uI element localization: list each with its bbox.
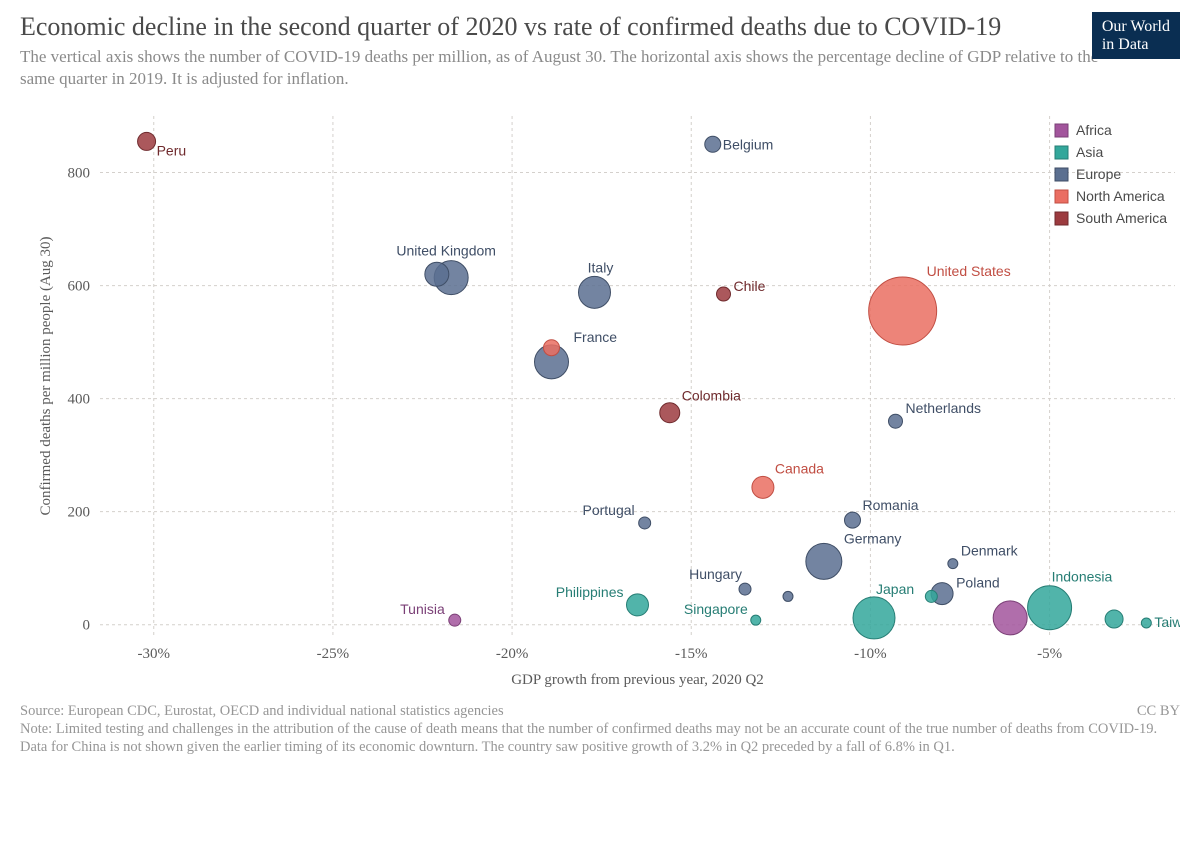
x-tick-label: -10% — [854, 646, 887, 662]
legend-swatch — [1055, 190, 1068, 203]
data-point[interactable] — [717, 287, 731, 301]
data-point[interactable] — [869, 277, 937, 345]
legend-label: Asia — [1076, 144, 1103, 160]
x-tick-label: -15% — [675, 646, 708, 662]
y-axis-label: Confirmed deaths per million people (Aug… — [38, 237, 54, 516]
scatter-chart: -30% -25% -20% -15% -10% -5% 0 200 400 600 800 GDP … — [20, 106, 1180, 696]
data-point[interactable] — [660, 403, 680, 423]
chart-title: Economic decline in the second quarter o… — [20, 12, 1020, 42]
y-tick-label: 0 — [83, 618, 91, 634]
y-tick-label: 200 — [68, 505, 91, 521]
legend-label: North America — [1076, 188, 1165, 204]
point-label: United Kingdom — [396, 243, 496, 259]
point-label: Japan — [876, 581, 914, 597]
legend-swatch — [1055, 124, 1068, 137]
point-label: Indonesia — [1052, 569, 1113, 585]
chart-footer: Source: European CDC, Eurostat, OECD and… — [0, 696, 1200, 766]
data-point[interactable] — [138, 133, 156, 151]
data-point[interactable] — [425, 262, 449, 286]
data-point[interactable] — [993, 601, 1027, 635]
license-text: CC BY — [1137, 702, 1180, 720]
source-text: Source: European CDC, Eurostat, OECD and… — [20, 702, 1180, 720]
data-point[interactable] — [1141, 618, 1151, 628]
data-point[interactable] — [1028, 586, 1072, 630]
data-point[interactable] — [783, 592, 793, 602]
chart-subtitle: The vertical axis shows the number of CO… — [20, 46, 1100, 90]
y-tick-label: 600 — [68, 279, 91, 295]
point-label: Romania — [863, 497, 919, 513]
point-label: Philippines — [556, 584, 624, 600]
data-point[interactable] — [845, 512, 861, 528]
data-point[interactable] — [639, 517, 651, 529]
x-tick-label: -30% — [138, 646, 171, 662]
data-point[interactable] — [948, 559, 958, 569]
data-point[interactable] — [853, 597, 895, 639]
point-label: Colombia — [682, 388, 741, 404]
data-point[interactable] — [806, 543, 842, 579]
point-label: Netherlands — [906, 400, 982, 416]
data-point[interactable] — [889, 414, 903, 428]
x-tick-label: -5% — [1037, 646, 1062, 662]
data-point[interactable] — [739, 583, 751, 595]
point-label: Germany — [844, 530, 902, 546]
y-tick-label: 400 — [68, 392, 91, 408]
data-point[interactable] — [751, 615, 761, 625]
data-point[interactable] — [705, 136, 721, 152]
point-label: Poland — [956, 575, 1000, 591]
legend-label: Africa — [1076, 122, 1112, 138]
point-label: Italy — [588, 259, 614, 275]
point-label: Belgium — [723, 136, 774, 152]
note-text: Note: Limited testing and challenges in … — [20, 720, 1180, 756]
point-label: Portugal — [583, 502, 635, 518]
data-point[interactable] — [449, 614, 461, 626]
legend-label: Europe — [1076, 166, 1121, 182]
point-label: France — [574, 329, 618, 345]
x-tick-label: -25% — [317, 646, 350, 662]
point-label: Chile — [734, 278, 766, 294]
point-label: Tunisia — [400, 601, 445, 617]
data-point[interactable] — [925, 591, 937, 603]
data-point[interactable] — [579, 276, 611, 308]
data-point[interactable] — [752, 476, 774, 498]
logo-line2: in Data — [1102, 36, 1170, 54]
x-tick-label: -20% — [496, 646, 529, 662]
legend-swatch — [1055, 146, 1068, 159]
chart-header: Our World in Data Economic decline in th… — [0, 0, 1200, 96]
logo-line1: Our World — [1102, 18, 1170, 36]
point-label: Taiwan — [1154, 614, 1180, 630]
y-tick-label: 800 — [68, 166, 91, 182]
point-label: Singapore — [684, 601, 748, 617]
owid-logo: Our World in Data — [1092, 12, 1180, 59]
legend-swatch — [1055, 212, 1068, 225]
point-label: Hungary — [689, 566, 742, 582]
legend-swatch — [1055, 168, 1068, 181]
point-label: Peru — [157, 143, 187, 159]
chart-area: -30% -25% -20% -15% -10% -5% 0 200 400 600 800 GDP … — [20, 106, 1180, 696]
point-label: Canada — [775, 460, 824, 476]
data-point[interactable] — [544, 340, 560, 356]
x-axis-label: GDP growth from previous year, 2020 Q2 — [511, 672, 764, 688]
legend-label: South America — [1076, 210, 1167, 226]
data-point[interactable] — [1105, 610, 1123, 628]
point-label: Denmark — [961, 543, 1019, 559]
data-point[interactable] — [627, 594, 649, 616]
point-label: United States — [927, 263, 1011, 279]
